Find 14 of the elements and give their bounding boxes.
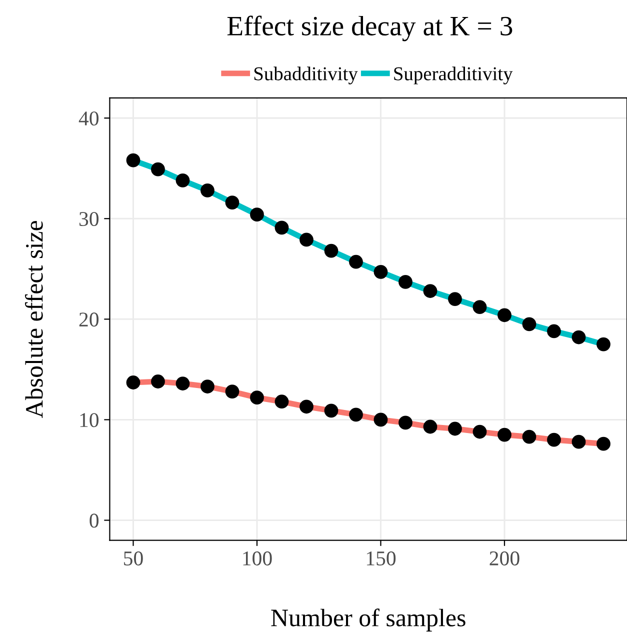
- legend-label: Subadditivity: [254, 66, 358, 84]
- y-axis-title: Absolute effect size: [24, 220, 43, 418]
- x-axis-title: Number of samples: [271, 608, 466, 632]
- y-tick-label: 0: [90, 514, 99, 528]
- x-tick-label: 50: [124, 551, 143, 566]
- y-tick-label: 10: [80, 413, 99, 428]
- y-tick-label: 40: [78, 111, 99, 126]
- legend-label: Superadditivity: [394, 66, 513, 84]
- y-tick-label: 20: [79, 312, 99, 327]
- y-tick-label: 30: [79, 212, 99, 226]
- x-tick-label: 100: [243, 551, 272, 566]
- chart-title: Effect size decay at K = 3: [227, 16, 512, 42]
- x-tick-label: 200: [490, 551, 520, 566]
- x-tick-label: 150: [366, 551, 396, 566]
